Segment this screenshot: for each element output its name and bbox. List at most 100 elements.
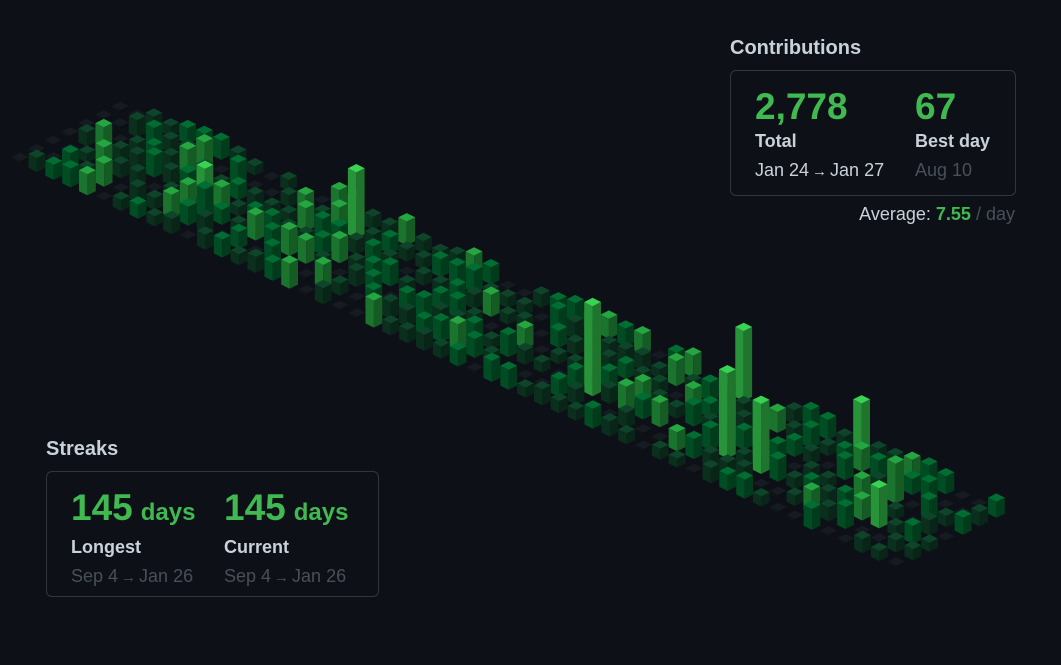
contribution-day-cell	[786, 487, 804, 506]
contribution-day-cell	[819, 461, 837, 473]
longest-range-from: Sep 4	[71, 566, 119, 586]
contribution-day-cell	[331, 275, 349, 296]
contribution-day-cell	[533, 328, 551, 341]
contribution-day-cell	[212, 132, 230, 160]
contribution-day-cell	[618, 424, 635, 445]
longest-streak-stat: 145 days Longest Sep 4 → Jan 26	[71, 488, 195, 587]
contribution-day-cell	[364, 208, 382, 230]
contribution-day-cell	[786, 432, 803, 457]
contribution-day-cell	[567, 334, 584, 356]
contribution-day-cell	[533, 286, 550, 308]
contribution-day-cell	[263, 188, 281, 200]
contribution-day-cell	[651, 350, 668, 363]
contribution-day-cell	[381, 229, 399, 254]
contribution-day-cell	[500, 361, 518, 390]
contribution-day-cell	[500, 326, 517, 358]
contribution-day-cell	[702, 420, 719, 451]
contribution-day-cell	[954, 490, 972, 503]
contribution-day-cell	[617, 320, 635, 347]
contribution-day-cell	[246, 186, 264, 208]
contribution-day-cell	[247, 207, 264, 241]
contribution-day-cell	[247, 248, 265, 274]
contribution-day-cell	[517, 379, 534, 398]
contribution-day-cell	[449, 257, 466, 286]
contribution-day-cell	[684, 347, 702, 378]
contribution-day-cell	[769, 502, 787, 515]
current-streak-range: Sep 4 → Jan 26	[224, 566, 348, 587]
current-streak-unit: days	[293, 499, 349, 526]
contribution-day-cell	[347, 164, 365, 239]
contribution-day-cell	[111, 118, 129, 130]
contribution-day-cell	[601, 380, 618, 404]
contribution-day-cell	[483, 321, 500, 334]
contribution-day-cell	[398, 241, 416, 262]
contribution-day-cell	[887, 501, 905, 520]
contribution-day-cell	[819, 411, 837, 440]
contribution-day-cell	[887, 455, 904, 504]
contribution-day-cell	[634, 392, 652, 420]
contribution-day-cell	[280, 186, 298, 208]
contribution-day-cell	[854, 530, 871, 554]
contribution-day-cell	[517, 369, 534, 382]
contribution-day-cell	[180, 230, 197, 242]
best-day-value: 67	[915, 86, 957, 127]
contribution-day-cell	[499, 289, 517, 309]
contribution-day-cell	[399, 302, 416, 327]
contribution-day-cell	[803, 443, 820, 465]
contribution-day-cell	[516, 320, 534, 349]
contribution-day-cell	[701, 374, 719, 402]
contribution-day-cell	[819, 437, 837, 457]
contribution-day-cell	[297, 199, 315, 232]
contribution-day-cell	[887, 532, 905, 553]
contribution-day-cell	[230, 199, 247, 217]
contribution-day-cell	[146, 208, 164, 227]
contribution-day-cell	[903, 470, 921, 496]
contribution-day-cell	[753, 488, 770, 507]
arrow-right-icon: →	[121, 569, 137, 586]
contribution-day-cell	[685, 397, 702, 427]
contribution-day-cell	[785, 402, 803, 425]
contribution-day-cell	[921, 534, 938, 552]
contribution-day-cell	[516, 342, 534, 365]
contribution-day-cell	[364, 238, 382, 263]
contribution-day-cell	[297, 232, 315, 264]
contribution-day-cell	[179, 119, 196, 145]
contribution-day-cell	[95, 110, 112, 122]
contribution-day-cell	[550, 371, 568, 397]
contribution-day-cell	[567, 401, 585, 421]
contribution-day-cell	[887, 517, 905, 537]
contribution-day-cell	[314, 279, 332, 305]
total-value: 2,778	[755, 86, 848, 127]
current-streak-label: Current	[224, 537, 290, 557]
contribution-day-cell	[820, 526, 838, 538]
longest-streak-unit: days	[140, 499, 196, 526]
average-value: 7.55	[935, 204, 971, 224]
contribution-day-cell	[449, 315, 467, 351]
total-stat: 2,778 Total Jan 24 → Jan 27	[755, 87, 884, 181]
best-day-label: Best day	[915, 131, 991, 151]
current-range-to: Jan 26	[292, 566, 347, 586]
contribution-day-cell	[179, 198, 197, 226]
contribution-day-cell	[937, 507, 955, 527]
contribution-day-cell	[566, 314, 584, 340]
contribution-day-cell	[78, 124, 96, 147]
contribution-day-cell	[466, 286, 483, 310]
contribution-day-cell	[331, 300, 349, 312]
contribution-day-cell	[651, 361, 668, 379]
contribution-day-cell	[365, 292, 383, 328]
contribution-day-cell	[584, 400, 602, 429]
contribution-day-cell	[769, 486, 787, 498]
contribution-day-cell	[904, 500, 921, 512]
contribution-day-cell	[145, 147, 163, 178]
contribution-day-cell	[853, 491, 871, 521]
contribution-day-cell	[11, 152, 29, 165]
contribution-day-cell	[870, 533, 888, 545]
best-day-date: Aug 10	[915, 160, 973, 180]
contribution-day-cell	[499, 306, 517, 325]
contribution-day-cell	[230, 245, 248, 266]
contribution-day-cell	[685, 430, 703, 460]
contribution-day-cell	[937, 468, 955, 495]
current-streak-value: 145	[224, 487, 286, 528]
contribution-day-cell	[399, 321, 416, 344]
